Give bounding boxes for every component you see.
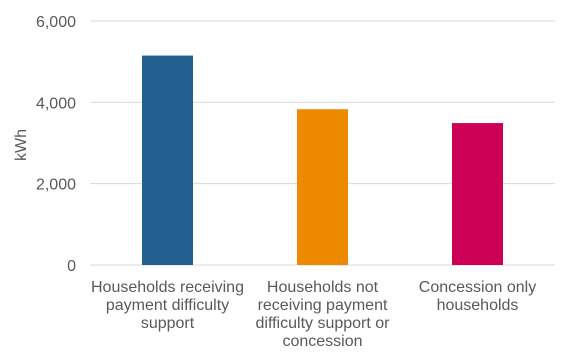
y-axis-label: kWh <box>13 129 30 161</box>
x-tick-label-line: receiving payment <box>258 297 388 314</box>
x-tick-label-line: payment difficulty <box>106 297 229 314</box>
x-tick-label-line: concession <box>282 333 362 350</box>
y-axis-ticks: 0 2,000 4,000 6,000 <box>36 14 76 275</box>
x-tick-label-line: Households receiving <box>91 279 244 296</box>
bar <box>452 123 503 265</box>
y-tick-label: 2,000 <box>36 177 76 194</box>
x-tick-label-line: difficulty support or <box>256 315 391 332</box>
y-tick-label: 6,000 <box>36 14 76 31</box>
x-tick-label-line: Households not <box>267 279 379 296</box>
x-tick-label: Households not receiving payment difficult… <box>256 279 391 350</box>
x-tick-label-line: Concession only <box>419 279 536 296</box>
x-axis-ticks: Households receiving payment difficulty su… <box>91 279 536 350</box>
y-tick-label: 0 <box>67 258 76 275</box>
x-tick-label: Households receiving payment difficulty su… <box>91 279 244 332</box>
x-tick-label-line: support <box>141 315 195 332</box>
bar <box>297 109 348 265</box>
x-tick-label: Concession only households <box>419 279 536 314</box>
bar <box>142 56 193 265</box>
y-tick-label: 4,000 <box>36 95 76 112</box>
bars <box>142 56 503 265</box>
x-tick-label-line: households <box>437 297 519 314</box>
